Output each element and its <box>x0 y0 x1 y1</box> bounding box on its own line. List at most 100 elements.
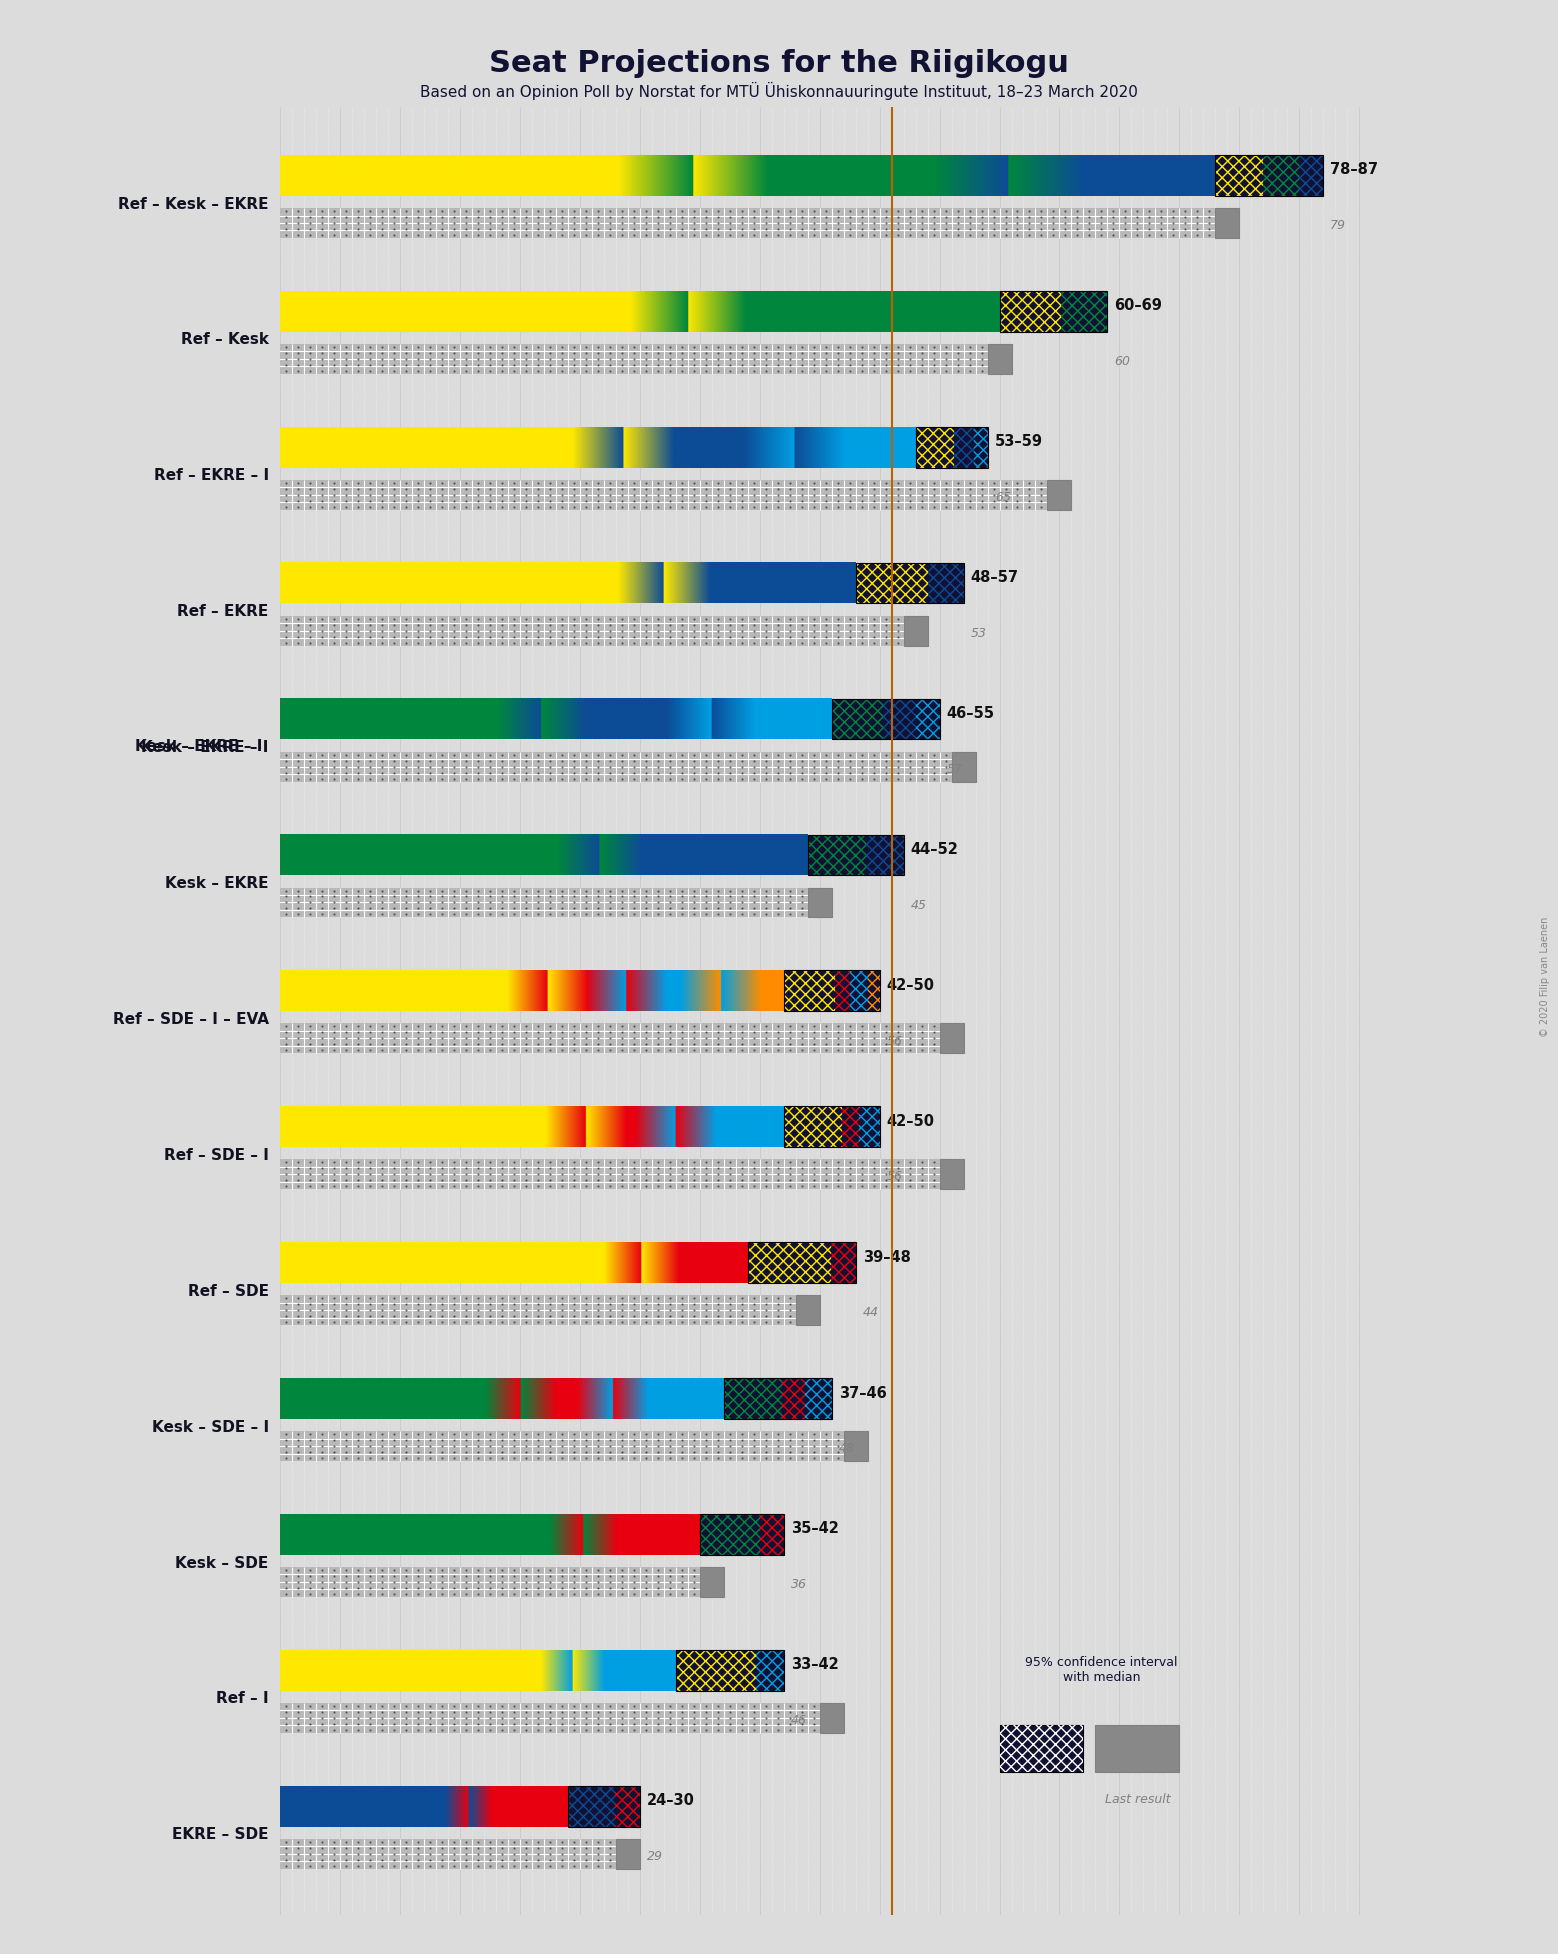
Bar <box>835 971 849 1010</box>
Text: 33–42: 33–42 <box>791 1657 838 1673</box>
Bar <box>756 1649 784 1690</box>
Bar <box>1000 291 1061 332</box>
Text: 95% confidence interval
with median: 95% confidence interval with median <box>1025 1655 1178 1684</box>
Bar <box>832 700 939 739</box>
Bar <box>849 971 868 1010</box>
Bar <box>988 344 1011 373</box>
Bar <box>280 481 1059 510</box>
Bar <box>974 426 988 467</box>
Text: 42–50: 42–50 <box>887 1114 935 1129</box>
Bar <box>1215 207 1239 238</box>
Bar <box>927 563 963 604</box>
Bar <box>569 1786 615 1827</box>
Bar <box>955 426 974 467</box>
Text: 35–42: 35–42 <box>791 1522 838 1536</box>
Text: 65: 65 <box>994 490 1011 504</box>
Text: © 2020 Filip van Laenen: © 2020 Filip van Laenen <box>1541 916 1550 1038</box>
Bar <box>855 563 927 604</box>
Bar <box>280 616 916 645</box>
Text: 29: 29 <box>647 1850 664 1862</box>
Text: 48–57: 48–57 <box>971 571 1019 584</box>
Bar <box>830 1243 855 1284</box>
Bar <box>280 1024 952 1053</box>
Bar <box>724 1378 782 1419</box>
Bar <box>1000 1725 1083 1772</box>
Text: 48: 48 <box>838 1442 855 1456</box>
Bar <box>866 834 904 875</box>
Bar <box>724 1378 782 1419</box>
Bar <box>832 700 883 739</box>
Text: Seat Projections for the Riigikogu: Seat Projections for the Riigikogu <box>489 49 1069 78</box>
Bar <box>280 1704 832 1733</box>
Bar <box>280 207 1228 238</box>
Bar <box>1000 291 1061 332</box>
Bar <box>904 616 927 645</box>
Bar <box>939 1159 963 1190</box>
Bar <box>784 971 835 1010</box>
Text: 24–30: 24–30 <box>647 1794 695 1807</box>
Bar <box>1299 154 1323 195</box>
Text: 60–69: 60–69 <box>1114 299 1162 313</box>
Bar <box>927 563 963 604</box>
Bar <box>782 1378 805 1419</box>
Bar <box>782 1378 805 1419</box>
Text: 46–55: 46–55 <box>947 705 996 721</box>
Bar <box>280 1159 952 1190</box>
Bar <box>569 1786 615 1827</box>
Text: 60: 60 <box>1114 356 1131 367</box>
Bar <box>866 834 904 875</box>
Bar <box>868 971 880 1010</box>
Bar <box>916 426 988 467</box>
Bar <box>807 887 832 918</box>
Bar <box>748 1243 855 1284</box>
Text: 79: 79 <box>1331 219 1346 233</box>
Bar <box>700 1514 760 1555</box>
Bar <box>952 752 975 782</box>
Text: 53: 53 <box>971 627 986 639</box>
Bar <box>916 426 955 467</box>
Bar <box>830 1243 855 1284</box>
Bar <box>1215 154 1264 195</box>
Bar <box>615 1786 640 1827</box>
Bar <box>805 1378 832 1419</box>
Bar <box>1000 291 1108 332</box>
Text: 56: 56 <box>887 1170 904 1184</box>
Bar <box>807 834 904 875</box>
Bar <box>955 426 974 467</box>
Bar <box>1215 154 1264 195</box>
Bar <box>280 752 963 782</box>
Bar <box>844 1430 868 1462</box>
Bar <box>784 1106 880 1147</box>
Bar <box>756 1649 784 1690</box>
Bar <box>1061 291 1108 332</box>
Bar <box>676 1649 784 1690</box>
Bar <box>796 1296 820 1325</box>
Text: 45: 45 <box>911 899 927 913</box>
Bar <box>805 1378 832 1419</box>
Text: 37–46: 37–46 <box>838 1385 887 1401</box>
Text: Last result: Last result <box>1105 1792 1170 1805</box>
Bar <box>724 1378 832 1419</box>
Bar <box>615 1839 640 1868</box>
Bar <box>807 834 866 875</box>
Text: 56: 56 <box>887 1034 904 1047</box>
Text: 44–52: 44–52 <box>911 842 958 858</box>
Bar <box>784 971 835 1010</box>
Bar <box>784 1106 841 1147</box>
Text: 46: 46 <box>791 1714 807 1727</box>
Bar <box>748 1243 830 1284</box>
Bar <box>676 1649 756 1690</box>
Bar <box>835 971 849 1010</box>
Bar <box>1061 291 1108 332</box>
Text: Kesk – EKRE – I: Kesk – EKRE – I <box>136 739 262 754</box>
Bar <box>916 700 939 739</box>
Bar <box>916 426 955 467</box>
Bar <box>569 1786 640 1827</box>
Bar <box>883 700 916 739</box>
Bar <box>841 1106 858 1147</box>
Bar <box>939 1024 963 1053</box>
Bar <box>615 1786 640 1827</box>
Text: 57: 57 <box>947 762 963 776</box>
Text: 44: 44 <box>863 1307 879 1319</box>
Bar <box>700 1514 760 1555</box>
